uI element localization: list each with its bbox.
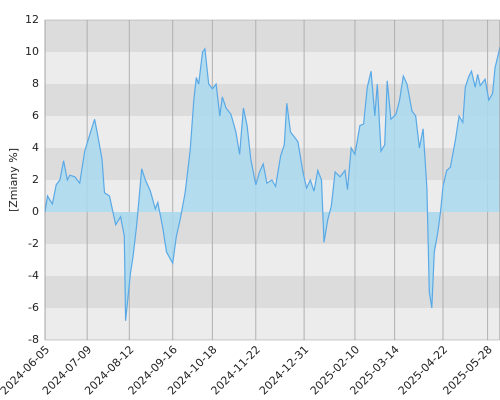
y-tick-label: -6 [28, 301, 39, 314]
grid-band [45, 244, 500, 276]
grid-band [45, 20, 500, 52]
line [44, 47, 500, 321]
grid-band [45, 116, 500, 148]
y-tick-label: 0 [32, 205, 39, 218]
grid-band [45, 52, 500, 84]
grid-band [45, 148, 500, 180]
y-tick-label: -2 [28, 237, 39, 250]
y-tick-label: 12 [25, 13, 39, 26]
y-tick-label: -4 [28, 269, 39, 282]
grid-band [45, 308, 500, 340]
y-tick-label: -8 [28, 333, 39, 346]
grid-band [45, 276, 500, 308]
y-tick-label: 8 [32, 77, 39, 90]
y-tick-label: 6 [32, 109, 39, 122]
grid-band [45, 84, 500, 116]
x-tick-label: 2024-12-31 [257, 343, 311, 397]
y-tick-label: 4 [32, 141, 39, 154]
y-tick-label: 2 [32, 173, 39, 186]
y-tick-label: 10 [25, 45, 39, 58]
y-axis-label: [Zmiany %] [7, 148, 20, 212]
